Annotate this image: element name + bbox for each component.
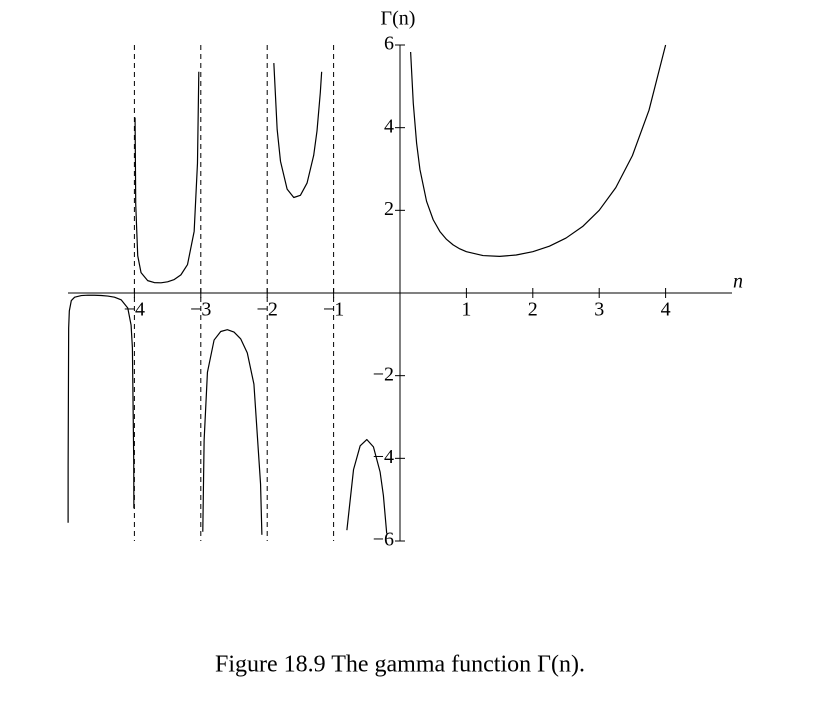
x-tick-label: 2 — [528, 299, 538, 321]
x-tick-label: 4 — [661, 299, 671, 321]
y-tick-label: 2 — [384, 198, 394, 220]
y-tick-label: 4 — [384, 115, 394, 137]
x-tick-label: 1 — [461, 299, 471, 321]
x-tick-label: 3 — [594, 299, 604, 321]
y-axis-label: Γ(n) — [381, 8, 416, 30]
y-tick-label: 6 — [384, 33, 394, 55]
caption: Figure 18.9 The gamma function Γ(n). — [215, 652, 585, 678]
curve — [67, 44, 667, 535]
y-tick-label: −6 — [373, 529, 394, 551]
y-tick-label: −2 — [373, 363, 394, 385]
x-axis-label: n — [733, 271, 743, 293]
